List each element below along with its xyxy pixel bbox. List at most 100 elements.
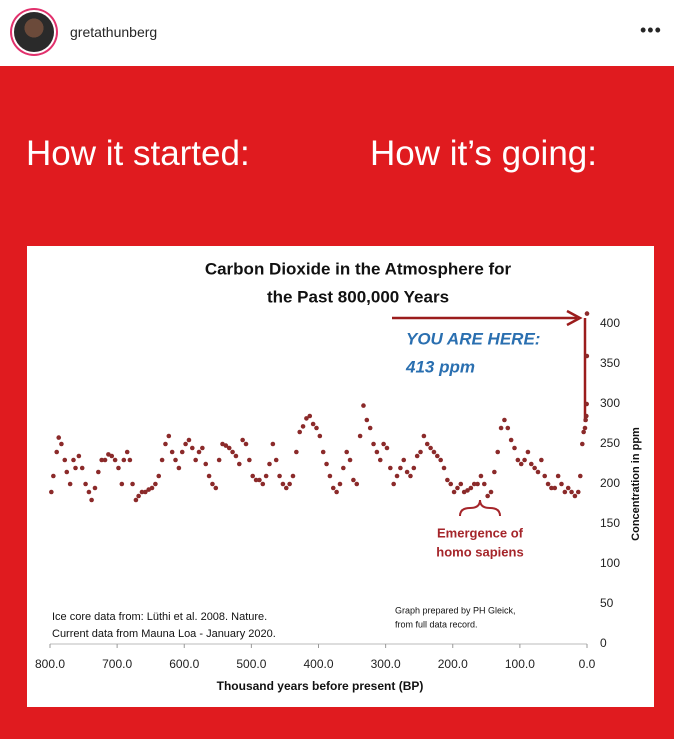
data-point [49, 489, 54, 495]
more-options[interactable]: ••• [640, 20, 662, 40]
caption: How it’s going: [370, 134, 597, 173]
data-point [290, 473, 296, 479]
data-point [139, 489, 145, 495]
data-point [334, 489, 339, 495]
data-point [71, 457, 76, 463]
data-point [555, 473, 561, 479]
data-point [127, 457, 133, 463]
data-point [478, 473, 484, 479]
data-point [364, 417, 370, 423]
data-point [455, 485, 460, 491]
x-tick-label: 200.0 [438, 657, 468, 671]
data-point [112, 457, 118, 463]
username[interactable]: gretathunberg [70, 24, 158, 40]
y-axis-label: Concentration in ppm [630, 427, 642, 541]
data-point [465, 488, 470, 493]
data-point [580, 441, 585, 447]
data-point [86, 489, 92, 495]
data-point [367, 425, 373, 431]
data-point [398, 465, 403, 471]
avatar[interactable] [14, 12, 54, 52]
data-point [166, 433, 172, 439]
data-point [431, 449, 437, 455]
data-point [481, 481, 487, 487]
data-point [354, 481, 360, 487]
data-point [79, 465, 85, 471]
x-tick-label: 500.0 [236, 657, 266, 671]
data-point [130, 481, 135, 487]
data-point [468, 485, 474, 491]
chart-panel: Carbon Dioxide in the Atmosphere for the… [27, 246, 654, 707]
data-point [183, 441, 188, 447]
brace [459, 499, 501, 517]
data-point [381, 441, 386, 447]
data-point [156, 473, 162, 479]
data-point [569, 489, 574, 495]
data-point [371, 441, 376, 447]
data-point [485, 493, 490, 499]
data-point [421, 433, 427, 439]
data-point [230, 449, 235, 455]
data-point [341, 465, 346, 471]
data-point [179, 449, 185, 455]
data-point [287, 481, 292, 487]
data-point [508, 437, 514, 443]
data-point [528, 461, 534, 467]
y-tick-label: 250 [600, 436, 620, 450]
data-point [54, 449, 60, 455]
data-point [163, 441, 168, 447]
data-point [384, 445, 390, 451]
data-point [324, 461, 329, 467]
data-point [149, 485, 155, 491]
data-point [56, 435, 62, 440]
data-point [522, 457, 527, 463]
data-point [388, 465, 393, 471]
data-point [216, 457, 222, 463]
data-point [374, 449, 380, 455]
data-point [263, 473, 269, 479]
data-point [401, 457, 407, 463]
data-point [186, 437, 192, 443]
chart: Carbon Dioxide in the Atmosphere for the… [35, 259, 642, 693]
data-point [206, 473, 212, 479]
data-point [92, 485, 98, 491]
data-point [492, 469, 497, 475]
data-point [153, 481, 158, 487]
data-point [99, 457, 104, 463]
annotation: YOU ARE HERE: [406, 329, 540, 348]
annotation: Emergence of [437, 525, 524, 540]
data-point [562, 489, 568, 495]
data-point [159, 457, 165, 463]
data-point [351, 477, 356, 483]
data-point [314, 425, 319, 431]
data-point [330, 485, 336, 491]
data-point [512, 445, 517, 451]
data-point [539, 457, 544, 463]
data-point [344, 449, 349, 455]
y-tick-label: 100 [600, 556, 620, 570]
data-point [565, 485, 571, 491]
chart-title: the Past 800,000 Years [267, 287, 449, 306]
data-point [257, 477, 262, 483]
data-point [559, 481, 564, 487]
credit-note: Graph prepared by PH Gleick, [395, 605, 516, 615]
data-point [116, 465, 121, 471]
x-tick-label: 0.0 [579, 657, 596, 671]
data-point [505, 425, 511, 431]
data-point [310, 421, 316, 427]
data-point [582, 425, 588, 431]
credit-note: from full data record. [395, 619, 478, 629]
data-point [213, 485, 219, 491]
chart-title: Carbon Dioxide in the Atmosphere for [205, 259, 512, 278]
data-point [136, 493, 141, 499]
x-tick-label: 100.0 [505, 657, 535, 671]
data-point [581, 429, 586, 435]
data-point [294, 449, 299, 455]
source-note: Current data from Mauna Loa - January 20… [52, 628, 276, 640]
data-point [357, 433, 363, 439]
data-point [64, 469, 70, 475]
data-point [549, 485, 554, 491]
data-point [260, 481, 266, 487]
data-point [277, 473, 282, 479]
y-tick-label: 300 [600, 396, 620, 410]
